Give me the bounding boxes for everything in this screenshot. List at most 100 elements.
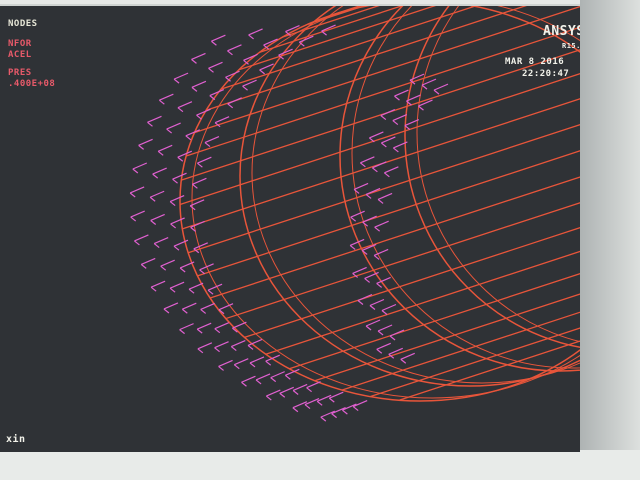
force-arrow-head bbox=[350, 216, 357, 222]
force-arrow bbox=[393, 141, 408, 149]
force-arrow-head bbox=[357, 300, 364, 305]
force-arrow-head bbox=[150, 220, 157, 225]
force-arrow bbox=[179, 323, 194, 331]
force-arrow-head bbox=[263, 44, 269, 50]
force-arrow-head bbox=[394, 95, 400, 101]
force-arrow-head bbox=[373, 254, 380, 260]
force-arrow bbox=[406, 94, 421, 102]
force-arrow-head bbox=[316, 400, 323, 406]
force-arrow-head bbox=[377, 330, 384, 336]
force-arrow-head bbox=[218, 309, 225, 315]
force-arrow bbox=[227, 44, 242, 52]
force-arrow bbox=[189, 199, 205, 207]
mesh-ring bbox=[191, 6, 580, 399]
force-arrow-head bbox=[380, 142, 387, 148]
force-arrow-head bbox=[284, 374, 291, 380]
force-arrow bbox=[218, 303, 234, 311]
force-arrow-head bbox=[214, 347, 220, 353]
force-arrow-head bbox=[265, 395, 272, 401]
force-arrow bbox=[192, 177, 207, 185]
force-arrow-head bbox=[352, 272, 358, 278]
mesh-line bbox=[187, 123, 580, 254]
force-arrow bbox=[196, 108, 211, 116]
force-arrow-head bbox=[150, 286, 157, 292]
force-arrow bbox=[150, 213, 165, 222]
force-arrow-head bbox=[199, 269, 205, 275]
force-arrow-head bbox=[130, 216, 137, 222]
force-arrow bbox=[342, 403, 357, 411]
force-arrow-head bbox=[349, 244, 356, 250]
force-arrow-head bbox=[249, 362, 256, 368]
force-arrow-head bbox=[153, 243, 160, 249]
mesh-line bbox=[194, 6, 580, 134]
model-viewport[interactable] bbox=[0, 6, 580, 452]
force-arrow-head bbox=[265, 360, 272, 366]
force-arrow bbox=[173, 72, 189, 80]
force-arrow bbox=[200, 302, 215, 311]
force-arrow bbox=[369, 298, 385, 307]
ansys-logo: ANSYS bbox=[543, 24, 580, 39]
mesh-ring bbox=[251, 6, 580, 384]
force-arrow-head bbox=[172, 178, 178, 184]
force-arrow-head bbox=[138, 144, 144, 150]
force-arrow bbox=[177, 101, 193, 109]
force-arrow bbox=[349, 238, 365, 246]
force-arrow bbox=[177, 150, 193, 158]
force-arrow-head bbox=[191, 58, 197, 64]
force-arrow-head bbox=[368, 137, 375, 143]
force-arrow-head bbox=[173, 78, 180, 84]
force-arrow bbox=[243, 53, 258, 61]
force-arrow bbox=[225, 70, 240, 78]
force-arrow bbox=[372, 161, 387, 169]
force-arrow-head bbox=[169, 287, 176, 293]
force-arrow-head bbox=[359, 162, 366, 168]
force-arrow-head bbox=[188, 288, 195, 294]
force-arrow-head bbox=[149, 196, 156, 202]
force-arrow-head bbox=[247, 344, 254, 350]
force-arrow bbox=[197, 156, 212, 164]
force-arrow bbox=[227, 97, 242, 105]
force-arrow-head bbox=[242, 85, 248, 91]
pres-value: .400E+08 bbox=[8, 79, 56, 89]
mesh-line bbox=[265, 250, 580, 355]
force-arrow bbox=[152, 167, 167, 175]
ansys-version: R15.0 bbox=[562, 42, 580, 50]
force-arrow bbox=[249, 356, 265, 364]
force-arrow-head bbox=[230, 346, 237, 352]
force-arrow bbox=[263, 38, 278, 46]
force-arrow-head bbox=[383, 172, 390, 178]
force-arrow bbox=[360, 156, 375, 164]
force-arrow bbox=[381, 303, 397, 312]
force-arrow-head bbox=[377, 198, 384, 204]
force-arrow bbox=[400, 352, 415, 360]
force-arrow bbox=[320, 410, 336, 418]
force-arrow-head bbox=[204, 142, 211, 148]
mesh-line bbox=[289, 273, 580, 370]
mesh-line bbox=[185, 26, 580, 157]
force-arrow-head bbox=[279, 392, 286, 398]
force-arrow bbox=[134, 234, 149, 242]
force-arrow-head bbox=[389, 335, 396, 341]
force-arrow bbox=[388, 347, 403, 355]
force-arrow bbox=[389, 329, 405, 337]
force-arrow-head bbox=[179, 329, 185, 335]
force-arrow bbox=[433, 83, 449, 91]
mesh-ring bbox=[239, 6, 580, 387]
force-arrow bbox=[199, 263, 214, 271]
ansys-graphics-window[interactable]: NODES NFOR ACEL PRES .400E+08 ANSYS R15.… bbox=[0, 4, 580, 452]
force-arrow-head bbox=[320, 416, 327, 422]
force-arrow-head bbox=[421, 84, 428, 90]
force-arrow-head bbox=[152, 173, 159, 179]
force-arrow-head bbox=[409, 79, 416, 85]
force-arrow-head bbox=[331, 413, 337, 419]
force-arrow bbox=[207, 283, 223, 291]
force-arrow bbox=[409, 73, 425, 81]
force-arrow bbox=[353, 182, 369, 190]
force-arrow bbox=[169, 194, 185, 203]
force-arrow bbox=[169, 281, 185, 289]
mesh-line bbox=[282, 6, 380, 38]
force-arrow-head bbox=[241, 381, 247, 387]
force-arrow-head bbox=[169, 201, 176, 207]
legend-title: NODES bbox=[8, 19, 38, 29]
force-arrow bbox=[241, 375, 256, 383]
